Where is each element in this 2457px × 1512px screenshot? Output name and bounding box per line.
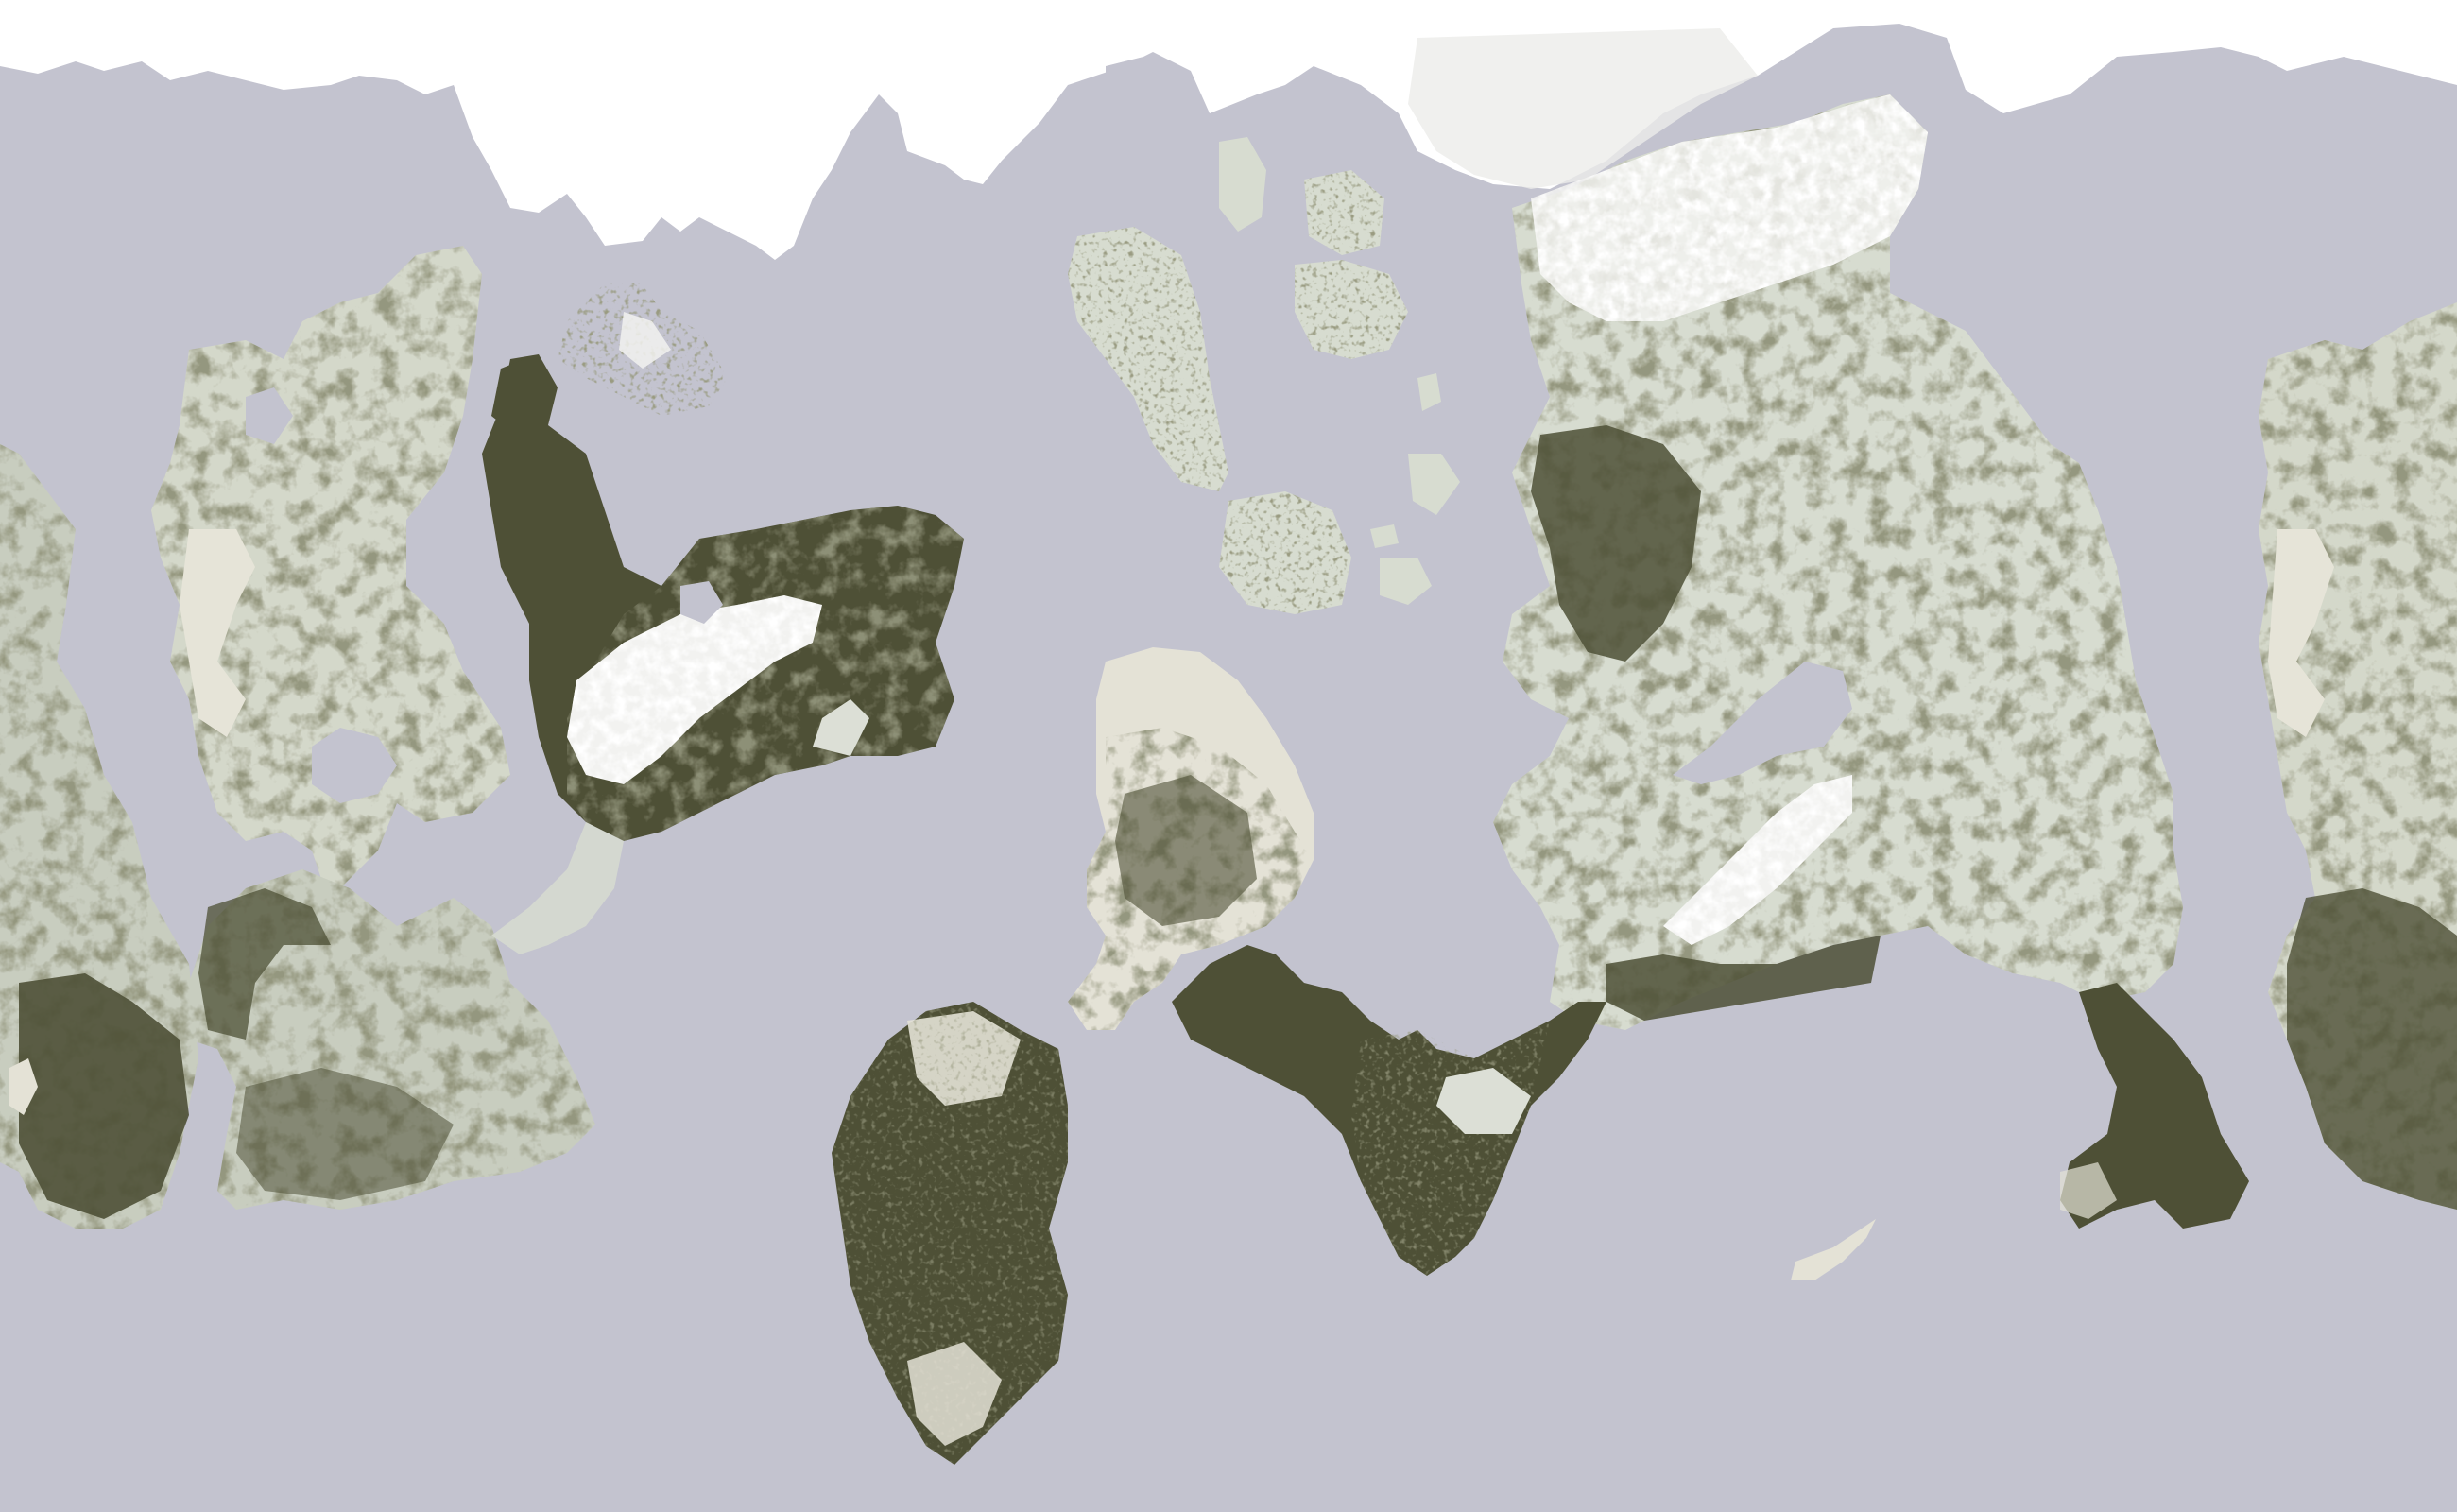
- eastern-supercontinent[interactable]: [1172, 94, 2249, 1276]
- south-east-islet[interactable]: [1791, 1219, 1876, 1280]
- west-edge-continent[interactable]: [0, 444, 198, 1228]
- polar-ice-cap-ocean-gap: [1106, 57, 1181, 113]
- polar-ice-cap[interactable]: [0, 0, 2457, 260]
- west-islet[interactable]: [9, 1058, 38, 1115]
- northern-islands[interactable]: [558, 137, 1460, 614]
- east-edge-continent[interactable]: [2259, 302, 2457, 1210]
- polar-snowfield: [1408, 28, 1758, 189]
- central-continent[interactable]: [1068, 647, 1314, 1030]
- southern-island[interactable]: [832, 1002, 1068, 1465]
- north-west-continent[interactable]: [151, 246, 595, 1210]
- mountain-peninsula-continent[interactable]: [482, 354, 964, 954]
